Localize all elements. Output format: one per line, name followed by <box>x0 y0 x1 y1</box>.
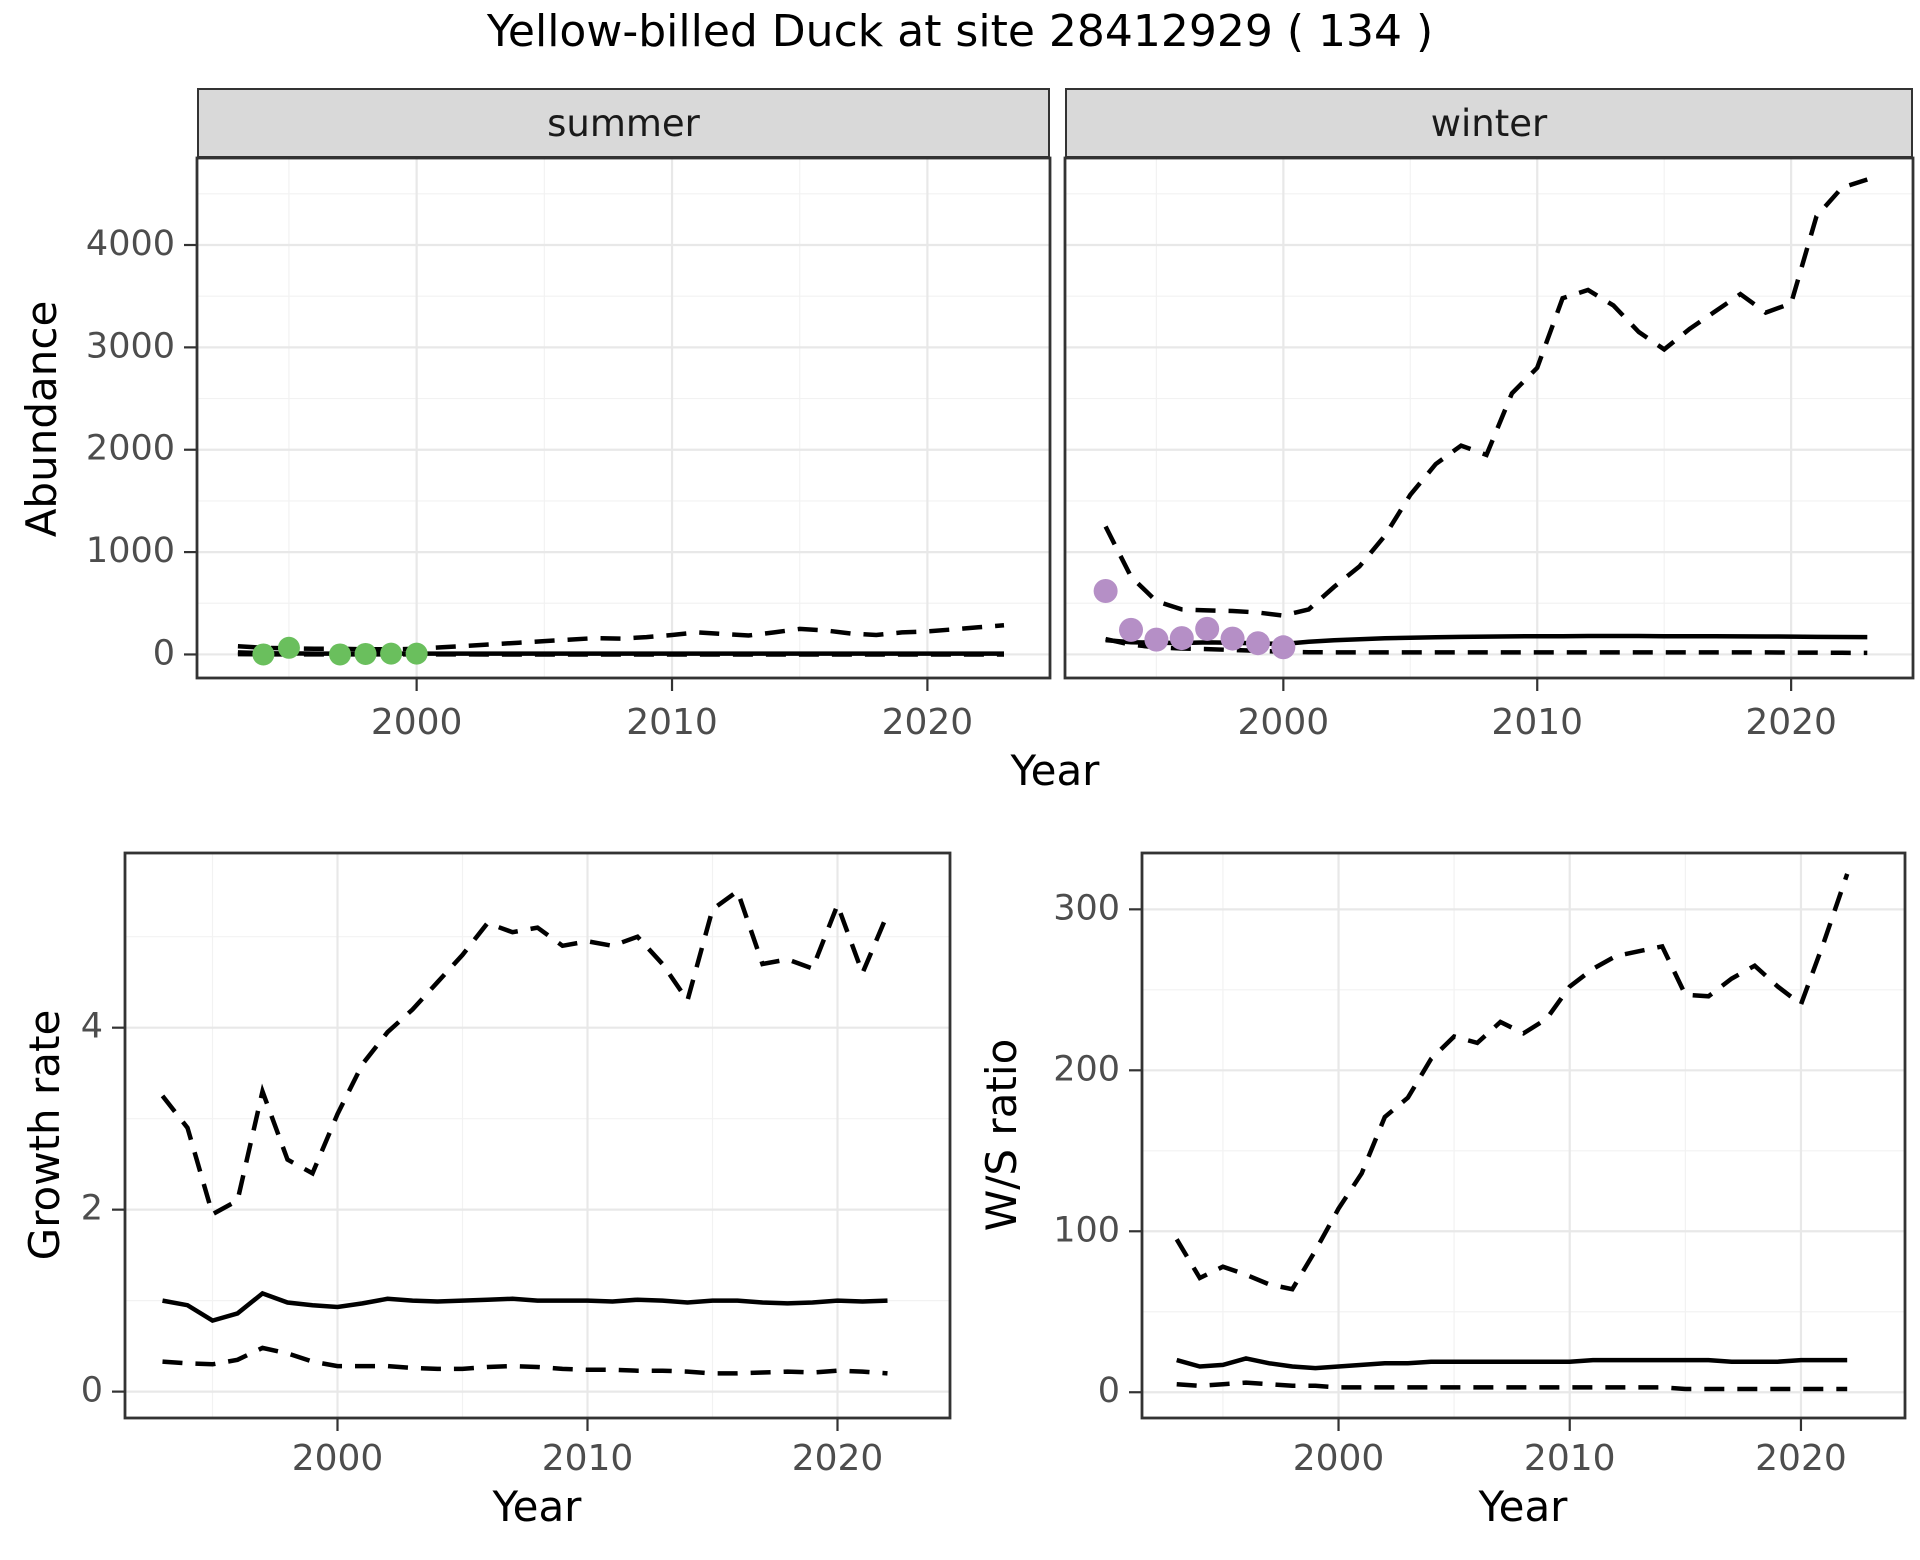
x-tick-label: 2010 <box>1491 702 1583 743</box>
series-lower_ci <box>1105 636 1868 656</box>
observed-point <box>252 643 275 666</box>
y-tick-label: 0 <box>81 1371 103 1411</box>
series-upper_ci <box>1103 177 1868 618</box>
x-tick-label: 2020 <box>792 1438 884 1479</box>
panel-ws-ratio: 2000 2010 2020 0 100 200 300 <box>1053 851 1907 1479</box>
panel-background <box>1142 853 1905 1418</box>
x-axis-title-year-top: Year <box>1010 746 1100 795</box>
facet-strip-summer: summer <box>197 88 1050 158</box>
x-tick-label: 2010 <box>626 702 718 743</box>
panel-abundance-summer: 2000 2010 2020 0 1000 2000 3000 4000 <box>86 156 1052 743</box>
observed-point <box>380 642 403 665</box>
y-tick-label: 4 <box>81 1007 103 1047</box>
observed-point <box>1220 626 1245 651</box>
x-tick-label: 2000 <box>371 702 463 743</box>
panel-border <box>1063 156 1915 680</box>
panel-abundance-winter: 2000 2010 2020 <box>1063 156 1915 743</box>
panel-border <box>1140 851 1907 1420</box>
x-tick-label: 2020 <box>1745 702 1837 743</box>
y-tick-label: 2000 <box>86 429 175 469</box>
y-tick-label: 1000 <box>86 531 175 571</box>
observed-point <box>1169 626 1194 651</box>
x-tick-label: 2000 <box>1238 702 1330 743</box>
series-lower_ci <box>1176 1380 1848 1392</box>
observed-points <box>252 636 428 666</box>
x-tick-label: 2020 <box>882 702 974 743</box>
y-tick-label: 100 <box>1053 1210 1120 1250</box>
observed-points <box>1093 578 1296 660</box>
panel-background <box>125 853 950 1418</box>
y-tick-label: 200 <box>1053 1049 1120 1089</box>
x-axis-title-year-growth: Year <box>492 1482 582 1531</box>
observed-point <box>1144 627 1169 652</box>
y-axis-title-ws-ratio: W/S ratio <box>977 1038 1026 1232</box>
observed-point <box>1245 631 1270 656</box>
panel-background <box>1065 158 1913 678</box>
x-tick-label: 2010 <box>1524 1438 1616 1479</box>
observed-point <box>405 642 428 665</box>
panel-border <box>195 156 1052 680</box>
x-tick-label: 2010 <box>542 1438 634 1479</box>
series-median <box>162 1290 888 1324</box>
y-tick-label: 300 <box>1053 888 1120 928</box>
series-upper_ci <box>160 887 890 1218</box>
facet-strip-winter-label: winter <box>1430 101 1548 145</box>
y-tick-label: 3000 <box>86 326 175 366</box>
series-layer <box>1174 873 1850 1392</box>
y-axis-title-abundance: Abundance <box>17 300 66 538</box>
chart-title: Yellow-billed Duck at site 28412929 ( 13… <box>486 6 1434 57</box>
observed-point <box>277 636 300 659</box>
series-upper_ci <box>1174 873 1850 1292</box>
observed-point <box>1093 578 1118 603</box>
observed-point <box>1119 617 1144 642</box>
panel-border <box>123 851 952 1420</box>
y-tick-label: 2 <box>81 1189 103 1229</box>
y-axis-title-growth-rate: Growth rate <box>20 1009 69 1261</box>
y-tick-label: 4000 <box>86 224 175 264</box>
x-tick-label: 2000 <box>1293 1438 1385 1479</box>
x-axis-title-year-ws: Year <box>1478 1482 1568 1531</box>
panel-background <box>197 158 1050 678</box>
x-tick-label: 2020 <box>1755 1438 1847 1479</box>
y-tick-label: 0 <box>1098 1371 1120 1411</box>
series-upper_ci <box>237 623 1005 652</box>
observed-point <box>354 642 377 665</box>
series-layer <box>160 887 890 1376</box>
series-lower_ci <box>162 1345 888 1376</box>
observed-point <box>1271 635 1296 660</box>
series-median <box>1176 1356 1848 1371</box>
facet-strip-summer-label: summer <box>547 101 700 145</box>
x-tick-label: 2000 <box>292 1438 384 1479</box>
panel-growth-rate: 2000 2010 2020 0 2 4 <box>81 851 952 1479</box>
y-tick-label: 0 <box>153 633 175 673</box>
facet-strip-winter: winter <box>1065 88 1913 158</box>
observed-point <box>1195 616 1220 641</box>
observed-point <box>329 643 352 666</box>
